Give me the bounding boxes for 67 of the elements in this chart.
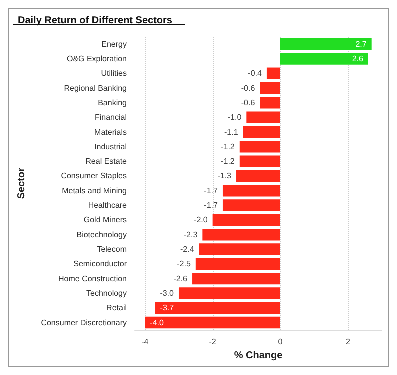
y-tick-label: Banking [98, 98, 127, 108]
y-tick-label: Metals and Mining [62, 186, 127, 196]
data-label: -1.1 [224, 128, 239, 137]
data-label: -0.4 [248, 69, 262, 78]
data-label: -1.0 [228, 113, 242, 122]
bar [280, 53, 368, 65]
data-label: -2.0 [194, 216, 208, 225]
bar [236, 170, 280, 182]
data-label: 2.6 [352, 54, 364, 64]
bar [243, 126, 280, 138]
bar [280, 38, 372, 50]
data-label: -1.3 [218, 172, 232, 181]
y-tick-label: Telecom [97, 244, 128, 254]
data-label: -1.2 [221, 157, 236, 166]
y-tick-label: Real Estate [86, 157, 128, 166]
bar [260, 97, 280, 109]
x-tick-label: -2 [209, 338, 217, 347]
y-tick-label: Materials [94, 128, 127, 137]
data-label: -3.0 [160, 288, 175, 298]
data-label: -2.3 [184, 230, 198, 240]
bar [178, 288, 280, 300]
data-label: -2.6 [174, 274, 188, 284]
bar [196, 258, 280, 270]
y-tick-label: Biotechnology [76, 230, 127, 240]
y-tick-label: O&G Exploration [66, 54, 127, 64]
y-tick-label: Home Construction [58, 274, 127, 284]
data-label: -2.4 [180, 244, 195, 254]
y-tick-label: Consumer Staples [61, 172, 127, 181]
bar [222, 200, 280, 212]
y-tick-label: Retail [106, 304, 128, 313]
bar [199, 244, 280, 256]
data-label: -3.7 [160, 304, 175, 313]
y-tick-label: Healthcare [88, 201, 128, 210]
bar [240, 156, 280, 168]
bar [246, 112, 280, 124]
y-axis-title: Sector [16, 168, 28, 200]
data-label: -2.5 [177, 260, 192, 269]
data-label: 2.7 [356, 40, 368, 49]
y-tick-label: Gold Miners [84, 216, 127, 225]
y-tick-label: Consumer Discretionary [41, 318, 127, 328]
chart-title: Daily Return of Different Sectors [18, 16, 173, 26]
bar [266, 68, 280, 80]
y-tick-label: Semiconductor [74, 260, 128, 269]
data-label: -1.2 [221, 142, 236, 152]
bar [222, 185, 280, 197]
data-label: -0.6 [241, 98, 256, 108]
bar [155, 302, 280, 314]
data-label: -1.7 [204, 201, 219, 210]
bar [212, 214, 280, 226]
y-tick-label: Energy [102, 40, 127, 49]
data-label: -0.6 [241, 84, 256, 93]
x-tick-label: -4 [142, 338, 150, 347]
y-tick-label: Regional Banking [64, 84, 127, 93]
x-axis-title: % Change [234, 350, 284, 362]
y-tick-label: Utilities [101, 69, 127, 78]
data-label: -1.7 [204, 186, 219, 196]
bar [145, 316, 280, 329]
y-tick-label: Industrial [94, 142, 128, 152]
bar [202, 228, 280, 241]
bar [240, 141, 280, 153]
x-tick-label: 2 [346, 338, 351, 347]
bar [260, 82, 280, 94]
y-tick-label: Technology [86, 288, 127, 298]
data-label: -4.0 [150, 318, 164, 328]
bar [192, 272, 280, 285]
y-tick-label: Financial [94, 113, 128, 122]
x-tick-label: 0 [278, 338, 284, 347]
